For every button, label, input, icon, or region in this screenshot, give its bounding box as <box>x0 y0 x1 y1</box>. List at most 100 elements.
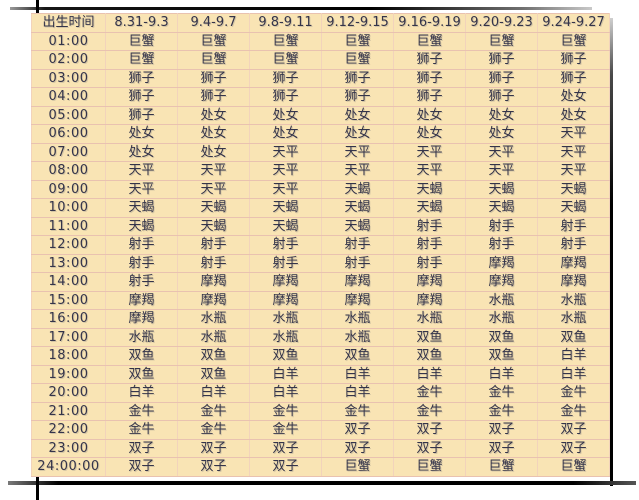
zodiac-cell: 摩羯 <box>177 272 250 292</box>
date-range-header: 9.4-9.7 <box>177 13 250 33</box>
time-cell: 16:00 <box>31 309 106 329</box>
zodiac-cell: 双子 <box>177 438 250 458</box>
zodiac-cell: 白羊 <box>249 364 322 384</box>
zodiac-cell: 处女 <box>537 105 610 125</box>
zodiac-cell: 巨蟹 <box>393 457 466 477</box>
zodiac-cell: 狮子 <box>105 87 178 107</box>
zodiac-cell: 天蝎 <box>537 179 610 199</box>
zodiac-cell: 金牛 <box>105 420 178 440</box>
zodiac-cell: 处女 <box>105 142 178 162</box>
zodiac-cell: 白羊 <box>537 364 610 384</box>
zodiac-cell: 天蝎 <box>105 216 178 236</box>
zodiac-cell: 双鱼 <box>465 327 538 347</box>
zodiac-cell: 双子 <box>321 420 394 440</box>
zodiac-cell: 双鱼 <box>393 346 466 366</box>
zodiac-cell: 射手 <box>393 216 466 236</box>
zodiac-cell: 金牛 <box>393 383 466 403</box>
zodiac-cell: 巨蟹 <box>249 31 322 51</box>
zodiac-cell: 天蝎 <box>321 216 394 236</box>
zodiac-cell: 天蝎 <box>393 179 466 199</box>
table-row: 04:00 狮子 狮子 狮子 狮子 狮子 狮子 处女 <box>31 87 610 107</box>
zodiac-cell: 双子 <box>249 438 322 458</box>
zodiac-cell: 天蝎 <box>465 198 538 218</box>
zodiac-cell: 射手 <box>393 235 466 255</box>
zodiac-cell: 狮子 <box>537 68 610 88</box>
zodiac-cell: 摩羯 <box>393 290 466 310</box>
birth-time-header: 出生时间 <box>31 13 106 33</box>
zodiac-cell: 摩羯 <box>393 272 466 292</box>
zodiac-cell: 水瓶 <box>393 309 466 329</box>
zodiac-cell: 水瓶 <box>177 309 250 329</box>
zodiac-cell: 处女 <box>105 124 178 144</box>
zodiac-cell: 天平 <box>465 161 538 181</box>
time-cell: 24:00:00 <box>31 457 106 477</box>
time-cell: 13:00 <box>31 253 106 273</box>
zodiac-cell: 白羊 <box>537 346 610 366</box>
zodiac-cell: 天平 <box>249 142 322 162</box>
time-cell: 07:00 <box>31 142 106 162</box>
zodiac-cell: 双鱼 <box>465 346 538 366</box>
zodiac-cell: 狮子 <box>105 105 178 125</box>
zodiac-cell: 狮子 <box>465 68 538 88</box>
zodiac-cell: 处女 <box>537 87 610 107</box>
zodiac-cell: 射手 <box>249 235 322 255</box>
zodiac-cell: 巨蟹 <box>177 31 250 51</box>
zodiac-cell: 白羊 <box>177 383 250 403</box>
zodiac-cell: 巨蟹 <box>321 457 394 477</box>
date-range-header: 9.8-9.11 <box>249 13 322 33</box>
zodiac-cell: 天平 <box>537 161 610 181</box>
zodiac-cell: 狮子 <box>249 68 322 88</box>
zodiac-cell: 双子 <box>537 420 610 440</box>
zodiac-cell: 巨蟹 <box>537 31 610 51</box>
table-row: 05:00 狮子 处女 处女 处女 处女 处女 处女 <box>31 105 610 125</box>
zodiac-cell: 双子 <box>105 438 178 458</box>
zodiac-cell: 天蝎 <box>105 198 178 218</box>
zodiac-cell: 处女 <box>177 105 250 125</box>
zodiac-cell: 射手 <box>321 253 394 273</box>
zodiac-cell: 双鱼 <box>105 346 178 366</box>
zodiac-cell: 狮子 <box>465 50 538 70</box>
zodiac-cell: 摩羯 <box>537 272 610 292</box>
zodiac-cell: 天平 <box>537 142 610 162</box>
zodiac-cell: 水瓶 <box>321 309 394 329</box>
zodiac-cell: 射手 <box>105 272 178 292</box>
zodiac-cell: 处女 <box>249 105 322 125</box>
zodiac-cell: 狮子 <box>249 87 322 107</box>
zodiac-cell: 双鱼 <box>321 346 394 366</box>
zodiac-cell: 处女 <box>321 105 394 125</box>
zodiac-cell: 白羊 <box>249 383 322 403</box>
zodiac-cell: 金牛 <box>537 383 610 403</box>
zodiac-cell: 摩羯 <box>321 290 394 310</box>
zodiac-cell: 射手 <box>393 253 466 273</box>
time-cell: 21:00 <box>31 401 106 421</box>
table-row: 11:00 天蝎 天蝎 天蝎 天蝎 射手 射手 射手 <box>31 216 610 236</box>
zodiac-cell: 射手 <box>537 235 610 255</box>
zodiac-cell: 天蝎 <box>321 198 394 218</box>
zodiac-cell: 狮子 <box>321 87 394 107</box>
zodiac-cell: 天蝎 <box>249 198 322 218</box>
zodiac-cell: 摩羯 <box>249 290 322 310</box>
zodiac-cell: 双子 <box>465 438 538 458</box>
zodiac-cell: 天平 <box>393 142 466 162</box>
zodiac-cell: 天平 <box>249 161 322 181</box>
table-row: 07:00 处女 处女 天平 天平 天平 天平 天平 <box>31 142 610 162</box>
zodiac-cell: 巨蟹 <box>465 457 538 477</box>
zodiac-cell: 狮子 <box>105 68 178 88</box>
frame-top-line <box>10 7 592 10</box>
zodiac-cell: 摩羯 <box>177 290 250 310</box>
zodiac-cell: 狮子 <box>393 50 466 70</box>
date-range-header: 9.16-9.19 <box>393 13 466 33</box>
zodiac-cell: 双鱼 <box>177 346 250 366</box>
zodiac-cell: 金牛 <box>105 401 178 421</box>
table-row: 06:00 处女 处女 处女 处女 处女 处女 天平 <box>31 124 610 144</box>
date-range-header: 9.20-9.23 <box>465 13 538 33</box>
zodiac-cell: 狮子 <box>393 87 466 107</box>
time-cell: 12:00 <box>31 235 106 255</box>
time-cell: 18:00 <box>31 346 106 366</box>
zodiac-cell: 巨蟹 <box>321 50 394 70</box>
zodiac-cell: 巨蟹 <box>537 457 610 477</box>
zodiac-cell: 巨蟹 <box>105 50 178 70</box>
date-range-header: 8.31-9.3 <box>105 13 178 33</box>
zodiac-cell: 处女 <box>321 124 394 144</box>
zodiac-cell: 双子 <box>465 420 538 440</box>
